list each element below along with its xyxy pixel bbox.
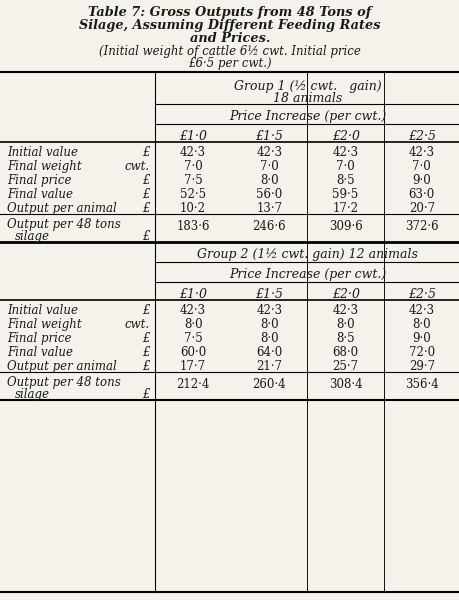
Text: 7·5: 7·5	[183, 332, 202, 345]
Text: £2·0: £2·0	[331, 288, 359, 301]
Text: 9·0: 9·0	[412, 332, 431, 345]
Text: 25·7: 25·7	[332, 360, 358, 373]
Text: 7·0: 7·0	[336, 160, 354, 173]
Text: 29·7: 29·7	[408, 360, 434, 373]
Text: £: £	[142, 146, 150, 159]
Text: 68·0: 68·0	[332, 346, 358, 359]
Text: 246·6: 246·6	[252, 220, 285, 232]
Text: 56·0: 56·0	[256, 188, 282, 201]
Text: 7·0: 7·0	[412, 160, 431, 173]
Text: 8·5: 8·5	[336, 332, 354, 345]
Text: 308·4: 308·4	[328, 377, 362, 391]
Text: and Prices.: and Prices.	[190, 32, 269, 45]
Text: £1·0: £1·0	[179, 130, 207, 143]
Text: 7·5: 7·5	[183, 174, 202, 187]
Text: £2·5: £2·5	[407, 288, 435, 301]
Text: 8·0: 8·0	[259, 318, 278, 331]
Text: Final weight: Final weight	[7, 160, 81, 173]
Text: 8·0: 8·0	[184, 318, 202, 331]
Text: 42·3: 42·3	[256, 304, 282, 317]
Text: £2·5: £2·5	[407, 130, 435, 143]
Text: 8·5: 8·5	[336, 174, 354, 187]
Text: 183·6: 183·6	[176, 220, 209, 232]
Text: 13·7: 13·7	[256, 202, 282, 215]
Text: Output per animal: Output per animal	[7, 202, 117, 215]
Text: 42·3: 42·3	[332, 146, 358, 159]
Text: Output per 48 tons: Output per 48 tons	[7, 376, 121, 389]
Text: Final weight: Final weight	[7, 318, 81, 331]
Text: 59·5: 59·5	[332, 188, 358, 201]
Text: 356·4: 356·4	[404, 377, 438, 391]
Text: Initial value: Initial value	[7, 304, 78, 317]
Text: Final price: Final price	[7, 332, 71, 345]
Text: silage: silage	[15, 388, 50, 401]
Text: £: £	[142, 188, 150, 201]
Text: 63·0: 63·0	[408, 188, 434, 201]
Text: £1·0: £1·0	[179, 288, 207, 301]
Text: £6·5 per cwt.): £6·5 per cwt.)	[188, 57, 271, 70]
Text: £1·5: £1·5	[255, 130, 283, 143]
Text: 21·7: 21·7	[256, 360, 282, 373]
Text: Table 7: Gross Outputs from 48 Tons of: Table 7: Gross Outputs from 48 Tons of	[88, 6, 371, 19]
Text: £: £	[142, 230, 150, 243]
Text: 42·3: 42·3	[179, 146, 206, 159]
Text: Silage, Assuming Different Feeding Rates: Silage, Assuming Different Feeding Rates	[79, 19, 380, 32]
Text: Group 2 (1½ cwt. gain) 12 animals: Group 2 (1½ cwt. gain) 12 animals	[196, 248, 417, 261]
Text: 42·3: 42·3	[332, 304, 358, 317]
Text: 52·5: 52·5	[179, 188, 206, 201]
Text: 18 animals: 18 animals	[272, 92, 341, 105]
Text: 372·6: 372·6	[404, 220, 438, 232]
Text: 8·0: 8·0	[412, 318, 430, 331]
Text: 8·0: 8·0	[259, 174, 278, 187]
Text: 42·3: 42·3	[179, 304, 206, 317]
Text: £: £	[142, 174, 150, 187]
Text: 17·2: 17·2	[332, 202, 358, 215]
Text: 20·7: 20·7	[408, 202, 434, 215]
Text: 260·4: 260·4	[252, 377, 285, 391]
Text: Final price: Final price	[7, 174, 71, 187]
Text: Output per 48 tons: Output per 48 tons	[7, 218, 121, 231]
Text: £1·5: £1·5	[255, 288, 283, 301]
Text: 8·0: 8·0	[259, 332, 278, 345]
Text: £: £	[142, 304, 150, 317]
Text: 7·0: 7·0	[259, 160, 278, 173]
Text: 42·3: 42·3	[408, 304, 434, 317]
Text: 64·0: 64·0	[256, 346, 282, 359]
Text: 42·3: 42·3	[256, 146, 282, 159]
Text: Final value: Final value	[7, 188, 73, 201]
Text: £: £	[142, 388, 150, 401]
Text: 212·4: 212·4	[176, 377, 209, 391]
Text: 10·2: 10·2	[180, 202, 206, 215]
Text: 309·6: 309·6	[328, 220, 362, 232]
Text: 8·0: 8·0	[336, 318, 354, 331]
Text: Output per animal: Output per animal	[7, 360, 117, 373]
Text: 60·0: 60·0	[179, 346, 206, 359]
Text: Final value: Final value	[7, 346, 73, 359]
Text: 17·7: 17·7	[179, 360, 206, 373]
Text: £2·0: £2·0	[331, 130, 359, 143]
Text: cwt.: cwt.	[124, 160, 150, 173]
Text: £: £	[142, 360, 150, 373]
Text: £: £	[142, 332, 150, 345]
Text: (Initial weight of cattle 6½ cwt. Initial price: (Initial weight of cattle 6½ cwt. Initia…	[99, 45, 360, 58]
Text: 72·0: 72·0	[408, 346, 434, 359]
Text: £: £	[142, 202, 150, 215]
Text: Initial value: Initial value	[7, 146, 78, 159]
Text: 42·3: 42·3	[408, 146, 434, 159]
Text: Price Increase (per cwt.): Price Increase (per cwt.)	[229, 268, 385, 281]
Text: silage: silage	[15, 230, 50, 243]
Text: cwt.: cwt.	[124, 318, 150, 331]
Text: 7·0: 7·0	[183, 160, 202, 173]
Text: Price Increase (per cwt.): Price Increase (per cwt.)	[229, 110, 385, 123]
Text: 9·0: 9·0	[412, 174, 431, 187]
Text: £: £	[142, 346, 150, 359]
Text: Group 1 (½ cwt.   gain): Group 1 (½ cwt. gain)	[233, 80, 381, 93]
